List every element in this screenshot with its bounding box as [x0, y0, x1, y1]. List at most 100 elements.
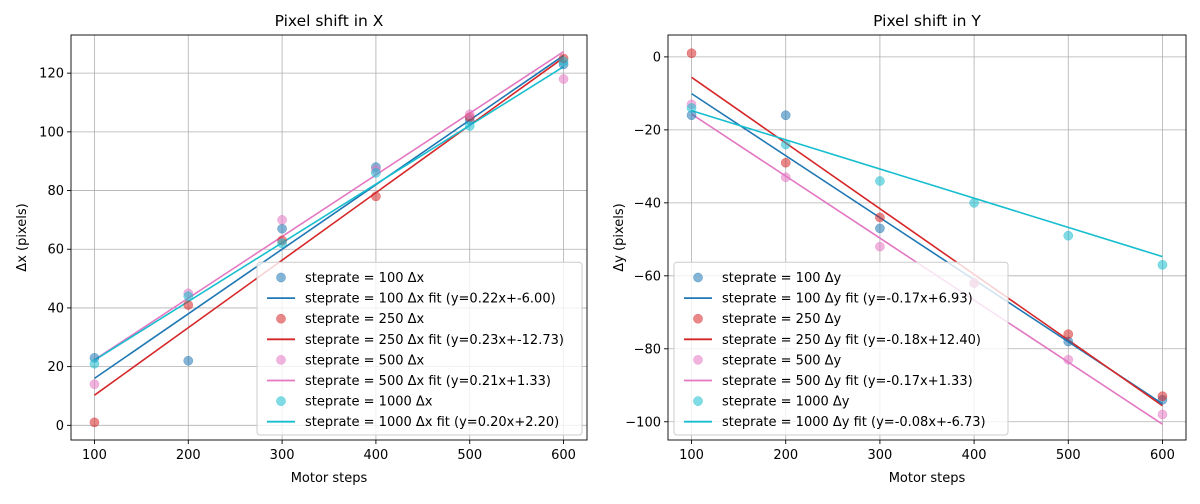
data-point — [780, 172, 791, 183]
y-tick-label: −20 — [634, 123, 661, 138]
legend-label: steprate = 500 Δx — [305, 353, 425, 368]
x-tick-label: 300 — [867, 448, 892, 463]
y-tick-label: 100 — [39, 125, 64, 140]
legend-marker — [693, 313, 703, 324]
fit-lines — [93, 50, 565, 396]
data-point — [1063, 230, 1074, 241]
scatter-points — [89, 53, 569, 428]
data-point — [780, 110, 791, 121]
fit-line — [94, 66, 564, 361]
legend-marker — [276, 313, 286, 324]
x-axis-label: Motor steps — [291, 471, 368, 486]
legend-marker — [276, 355, 286, 365]
y-tick-label: −80 — [634, 342, 661, 357]
chart-title: Pixel shift in Y — [873, 12, 981, 30]
x-tick-label: 500 — [1056, 448, 1081, 463]
y-tick-label: −40 — [634, 196, 661, 211]
chart-panel-1: 100 200 300 400 500 600 0 20 40 60 80 100 120 Pixel s… — [15, 12, 588, 486]
legend-marker — [693, 272, 703, 283]
x-tick-label: 600 — [1150, 448, 1175, 463]
legend-label: steprate = 1000 Δy — [722, 395, 850, 410]
x-tick-label: 500 — [457, 448, 482, 463]
fit-line — [691, 92, 1163, 405]
legend-label: steprate = 500 Δy — [722, 353, 842, 368]
x-tick-label: 100 — [82, 448, 107, 463]
data-point — [371, 168, 381, 178]
legend-label: steprate = 100 Δy — [722, 271, 842, 286]
data-point — [780, 139, 791, 150]
x-tick-label: 600 — [551, 448, 576, 463]
chart-panel-2: 100 200 300 400 500 600 0 −20 −40 −60 −80 −100 Pixel… — [612, 12, 1187, 486]
data-point — [371, 191, 381, 202]
legend-label: steprate = 100 Δy fit (y=-0.17x+6.93) — [722, 292, 973, 307]
y-tick-label: 0 — [653, 50, 661, 65]
data-point — [558, 56, 569, 67]
legend: steprate = 100 Δx steprate = 100 Δx fit (… — [256, 261, 583, 436]
legend-label: steprate = 1000 Δx — [305, 395, 433, 410]
data-point — [875, 212, 885, 223]
data-point — [89, 417, 100, 428]
legend-label: steprate = 1000 Δx fit (y=0.20x+2.20) — [305, 415, 559, 430]
data-point — [89, 379, 100, 390]
data-point — [183, 355, 194, 366]
data-point — [686, 48, 697, 59]
legend-label: steprate = 250 Δy fit (y=-0.18x+12.40) — [722, 333, 981, 348]
fit-line — [691, 109, 1163, 258]
data-point — [875, 223, 885, 234]
data-point — [1157, 409, 1168, 420]
data-point — [464, 109, 475, 120]
data-point — [183, 300, 194, 310]
legend-label: steprate = 250 Δy — [722, 312, 842, 327]
y-tick-label: 20 — [47, 360, 64, 375]
legend-marker — [276, 396, 286, 406]
legend-box — [673, 261, 1009, 436]
data-point — [875, 176, 885, 186]
data-point — [1063, 354, 1074, 365]
fit-line — [93, 57, 565, 396]
chart-title: Pixel shift in X — [275, 12, 384, 30]
data-point — [277, 223, 287, 234]
data-point — [686, 103, 697, 113]
axes-frame — [667, 34, 1187, 441]
legend-marker — [693, 355, 703, 365]
y-tick-label: 60 — [47, 243, 64, 258]
y-axis-label: Δy (pixels) — [612, 203, 627, 271]
y-tick-label: −100 — [625, 415, 661, 430]
legend: steprate = 100 Δy steprate = 100 Δy fit (… — [673, 261, 1009, 436]
data-point — [969, 197, 979, 208]
legend-box — [256, 261, 583, 436]
x-tick-label: 400 — [962, 448, 987, 463]
data-point — [1063, 329, 1074, 340]
x-tick-label: 200 — [176, 448, 201, 463]
x-tick-label: 400 — [363, 448, 388, 463]
y-axis-label: Δx (pixels) — [15, 203, 30, 271]
data-point — [1157, 260, 1168, 270]
y-tick-label: 0 — [56, 419, 64, 434]
legend-label: steprate = 250 Δx fit (y=0.23x+-12.73) — [305, 333, 564, 348]
y-tick-label: 40 — [47, 301, 64, 316]
fit-line — [691, 76, 1163, 407]
fit-line — [94, 50, 564, 361]
data-point — [780, 157, 791, 168]
data-point — [277, 238, 287, 249]
y-tick-label: 120 — [39, 67, 64, 82]
data-point — [183, 291, 194, 302]
y-tick-label: 80 — [47, 184, 64, 199]
legend-label: steprate = 500 Δx fit (y=0.21x+1.33) — [305, 374, 551, 389]
x-axis-label: Motor steps — [889, 471, 966, 486]
axes-frame — [70, 34, 588, 441]
x-tick-label: 100 — [679, 448, 704, 463]
data-point — [875, 241, 885, 252]
legend-marker — [276, 272, 286, 283]
legend-label: steprate = 100 Δx — [305, 271, 425, 286]
legend-label: steprate = 1000 Δy fit (y=-0.08x+-6.73) — [722, 415, 986, 430]
legend-label: steprate = 100 Δx fit (y=0.22x+-6.00) — [305, 292, 556, 307]
data-point — [558, 74, 569, 84]
data-point — [89, 358, 100, 369]
legend-marker — [693, 396, 703, 406]
legend-label: steprate = 500 Δy fit (y=-0.17x+1.33) — [722, 374, 973, 389]
data-point — [464, 121, 475, 131]
fit-line — [94, 54, 564, 380]
